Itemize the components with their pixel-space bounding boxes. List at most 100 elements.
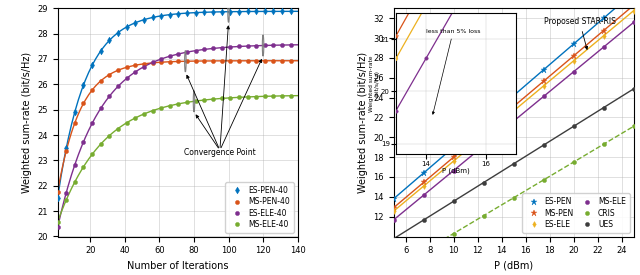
MS-PEN (570, 54, 577, 57)
MS-PEN (510, 105, 518, 108)
MS-PEN (480, 130, 488, 133)
X-axis label: P (dBm): P (dBm) (494, 261, 533, 271)
MS-PEN-40 (269, 59, 277, 62)
ES-PEN-40 (227, 10, 234, 13)
Line: UES: UES (392, 87, 636, 241)
ES-PEN-40 (106, 39, 113, 42)
Line: MS-ELE: MS-ELE (392, 20, 636, 222)
CRIS (450, 232, 458, 235)
ES-ELE-40 (131, 70, 139, 74)
MS-PEN-40 (183, 60, 191, 63)
CRIS (390, 268, 397, 271)
MS-ELE (630, 21, 637, 24)
UES (570, 125, 577, 128)
MS-PEN-40 (235, 59, 243, 62)
MS-ELE (510, 119, 518, 123)
MS-PEN-40 (148, 61, 156, 65)
MS-ELE-40 (140, 112, 148, 115)
MS-PEN-40 (244, 59, 252, 62)
MS-PEN-40 (209, 59, 217, 62)
CRIS (540, 178, 547, 182)
Text: Convergence Point: Convergence Point (184, 148, 256, 157)
CRIS (630, 125, 637, 128)
ES-ELE-40 (261, 44, 269, 47)
UES (540, 144, 547, 147)
ES-PEN (570, 42, 577, 46)
ES-ELE (510, 109, 518, 113)
MS-ELE-40 (269, 94, 277, 98)
Y-axis label: Weighted sum-rate (bit/s/Hz): Weighted sum-rate (bit/s/Hz) (22, 52, 32, 193)
MS-PEN-40 (157, 60, 165, 64)
ES-ELE-40 (192, 49, 200, 52)
MS-ELE-40 (175, 102, 182, 106)
MS-ELE-40 (218, 97, 225, 100)
MS-ELE-40 (200, 98, 208, 102)
MS-ELE-40 (97, 142, 104, 146)
ES-PEN-40 (148, 16, 156, 19)
MS-ELE-40 (114, 127, 122, 130)
UES (630, 87, 637, 90)
MS-PEN (450, 155, 458, 159)
MS-PEN-40 (88, 88, 96, 92)
MS-PEN-40 (261, 59, 269, 62)
MS-ELE (450, 169, 458, 172)
MS-ELE (540, 95, 547, 98)
ES-ELE-40 (287, 43, 294, 46)
MS-ELE-40 (227, 96, 234, 100)
ES-ELE-40 (183, 50, 191, 54)
MS-ELE-40 (192, 99, 200, 103)
MS-PEN-40 (79, 102, 87, 105)
ES-ELE (390, 210, 397, 213)
MS-ELE-40 (166, 104, 173, 107)
ES-PEN-40 (192, 11, 200, 14)
MS-PEN-40 (62, 149, 70, 153)
MS-PEN-40 (200, 59, 208, 63)
MS-PEN (420, 181, 428, 184)
ES-ELE (480, 134, 488, 138)
UES (510, 162, 518, 166)
MS-ELE (600, 45, 607, 49)
ES-PEN-40 (97, 49, 104, 53)
ES-PEN-40 (88, 64, 96, 67)
ES-PEN-40 (131, 21, 139, 24)
ES-PEN (450, 145, 458, 149)
Line: MS-ELE-40: MS-ELE-40 (56, 94, 292, 224)
CRIS (570, 160, 577, 164)
MS-PEN (390, 206, 397, 209)
UES (600, 106, 607, 109)
MS-ELE (480, 144, 488, 147)
MS-PEN-40 (114, 68, 122, 72)
ES-PEN-40 (157, 14, 165, 18)
MS-ELE-40 (278, 94, 286, 98)
ES-PEN-40 (54, 196, 61, 200)
ES-PEN-40 (278, 10, 286, 13)
ES-PEN (540, 68, 547, 72)
Line: ES-ELE-40: ES-ELE-40 (56, 43, 292, 229)
ES-ELE-40 (79, 140, 87, 144)
ES-PEN-40 (183, 12, 191, 15)
ES-ELE-40 (227, 45, 234, 49)
ES-ELE-40 (278, 43, 286, 47)
ES-PEN (510, 94, 518, 97)
ES-ELE-40 (71, 163, 79, 166)
Line: ES-PEN: ES-PEN (390, 0, 637, 202)
MS-ELE (420, 194, 428, 197)
MS-ELE-40 (287, 94, 294, 97)
CRIS (420, 250, 428, 253)
ES-ELE-40 (235, 45, 243, 48)
ES-PEN-40 (123, 25, 131, 29)
UES (420, 218, 428, 222)
MS-PEN-40 (218, 59, 225, 62)
ES-ELE-40 (157, 57, 165, 61)
ES-PEN-40 (200, 11, 208, 14)
CRIS (600, 142, 607, 146)
ES-PEN-40 (62, 147, 70, 150)
ES-PEN-40 (244, 10, 252, 13)
MS-ELE-40 (209, 98, 217, 101)
ES-ELE (450, 160, 458, 163)
MS-ELE-40 (261, 95, 269, 98)
MS-PEN-40 (97, 79, 104, 82)
ES-PEN-40 (114, 31, 122, 34)
MS-ELE-40 (71, 180, 79, 183)
ES-PEN-40 (235, 10, 243, 13)
